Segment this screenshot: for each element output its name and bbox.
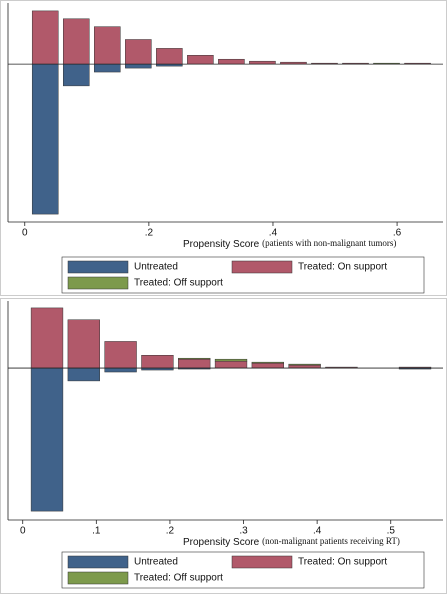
legend-swatch	[67, 276, 129, 290]
bar	[288, 363, 321, 366]
bar	[104, 341, 137, 369]
bar	[30, 367, 64, 512]
x-tick-label: .1	[92, 526, 101, 537]
x-tick-label: 0	[20, 526, 26, 537]
x-axis-label-main: Propensity Score	[183, 537, 260, 548]
bar	[288, 364, 321, 369]
bar	[141, 355, 174, 369]
bar	[214, 360, 248, 369]
bar	[104, 367, 137, 373]
legend-swatch	[67, 260, 129, 274]
legend-swatch	[67, 555, 129, 569]
x-axis-label-note: (non-malignant patients receiving RT)	[262, 536, 400, 546]
x-axis-label: Propensity Score (patients with non-malig…	[183, 238, 396, 250]
bar	[94, 63, 121, 73]
bar	[125, 63, 152, 69]
legend-label: Untreated	[134, 557, 178, 568]
bar	[214, 358, 248, 362]
x-tick-label: .2	[166, 526, 175, 537]
x-axis-label-note: (patients with non-malignant tumors)	[262, 238, 396, 248]
x-tick-label: .3	[239, 526, 248, 537]
x-tick-label: .6	[393, 228, 402, 239]
panel-border	[0, 298, 447, 594]
x-tick-label: .4	[269, 228, 278, 239]
bar	[30, 307, 64, 369]
x-tick-label: 0	[22, 228, 28, 239]
bar	[187, 55, 214, 65]
x-tick-label: .2	[145, 228, 154, 239]
bar	[62, 63, 90, 87]
legend-label: Treated: Off support	[134, 278, 223, 289]
legend-label: Untreated	[134, 262, 178, 273]
x-tick-label: .4	[313, 526, 322, 537]
legend-swatch	[231, 260, 293, 274]
bar	[31, 10, 59, 65]
bar	[251, 361, 284, 364]
bar	[251, 362, 284, 369]
x-axis-label-main: Propensity Score	[183, 239, 260, 250]
bar	[156, 48, 183, 65]
bar	[178, 357, 211, 360]
bar	[125, 39, 152, 65]
bar	[218, 58, 245, 65]
bar	[249, 60, 276, 65]
legend-swatch	[67, 571, 129, 585]
bar	[67, 319, 100, 369]
x-tick-label: .5	[387, 526, 396, 537]
bar	[178, 358, 211, 369]
legend-label: Treated: On support	[298, 262, 387, 273]
x-axis-label: Propensity Score (non-malignant patients …	[183, 536, 400, 548]
bar	[62, 18, 90, 65]
legend-label: Treated: On support	[298, 557, 387, 568]
legend-swatch	[231, 555, 293, 569]
bar	[67, 367, 100, 382]
bar	[94, 26, 121, 65]
bar	[31, 63, 59, 215]
legend-label: Treated: Off support	[134, 573, 223, 584]
